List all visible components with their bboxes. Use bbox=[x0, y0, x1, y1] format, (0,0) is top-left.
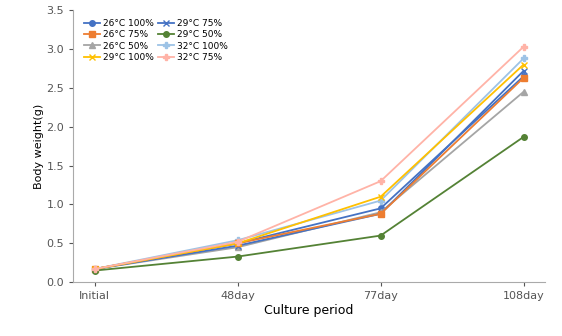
Line: 26°C 75%: 26°C 75% bbox=[92, 75, 527, 272]
29°C 100% bbox=[377, 195, 384, 199]
Line: 26°C 100%: 26°C 100% bbox=[92, 73, 527, 272]
26°C 100% bbox=[377, 206, 384, 210]
32°C 75% bbox=[91, 267, 98, 271]
32°C 100% bbox=[520, 56, 527, 60]
26°C 100% bbox=[234, 241, 241, 245]
26°C 100% bbox=[520, 74, 527, 78]
26°C 50% bbox=[91, 267, 98, 271]
Line: 26°C 50%: 26°C 50% bbox=[92, 89, 527, 272]
32°C 75% bbox=[520, 45, 527, 49]
29°C 50% bbox=[377, 234, 384, 238]
32°C 75% bbox=[234, 240, 241, 244]
26°C 75% bbox=[520, 76, 527, 80]
26°C 75% bbox=[234, 241, 241, 245]
26°C 50% bbox=[234, 245, 241, 249]
32°C 100% bbox=[91, 267, 98, 271]
32°C 100% bbox=[377, 199, 384, 203]
Line: 29°C 75%: 29°C 75% bbox=[91, 67, 527, 272]
X-axis label: Culture period: Culture period bbox=[264, 304, 354, 317]
32°C 100% bbox=[234, 238, 241, 242]
29°C 100% bbox=[520, 62, 527, 67]
29°C 50% bbox=[91, 268, 98, 272]
29°C 100% bbox=[91, 267, 98, 271]
26°C 50% bbox=[377, 210, 384, 214]
32°C 75% bbox=[377, 179, 384, 183]
29°C 75% bbox=[91, 267, 98, 271]
29°C 50% bbox=[234, 255, 241, 259]
29°C 75% bbox=[377, 212, 384, 216]
26°C 75% bbox=[377, 212, 384, 216]
Legend: 26°C 100%, 26°C 75%, 26°C 50%, 29°C 100%, 29°C 75%, 29°C 50%, 32°C 100%, 32°C 75: 26°C 100%, 26°C 75%, 26°C 50%, 29°C 100%… bbox=[82, 17, 229, 64]
Y-axis label: Body weight(g): Body weight(g) bbox=[34, 103, 43, 189]
26°C 100% bbox=[91, 267, 98, 271]
Line: 29°C 100%: 29°C 100% bbox=[91, 61, 527, 272]
29°C 75% bbox=[520, 69, 527, 73]
26°C 75% bbox=[91, 267, 98, 271]
26°C 50% bbox=[520, 90, 527, 94]
29°C 50% bbox=[520, 135, 527, 139]
29°C 100% bbox=[234, 241, 241, 245]
Line: 32°C 100%: 32°C 100% bbox=[92, 55, 527, 272]
Line: 29°C 50%: 29°C 50% bbox=[92, 134, 527, 274]
Line: 32°C 75%: 32°C 75% bbox=[92, 44, 527, 272]
29°C 75% bbox=[234, 244, 241, 248]
